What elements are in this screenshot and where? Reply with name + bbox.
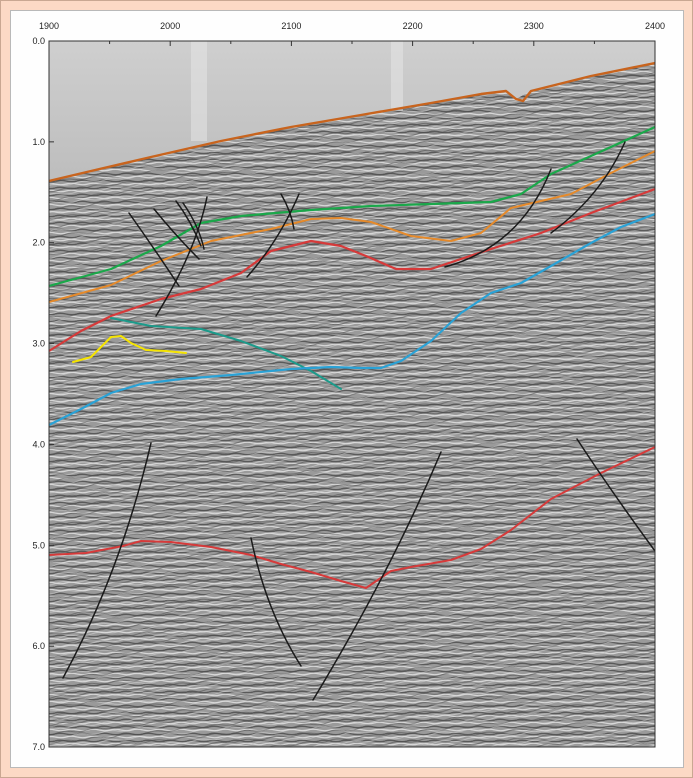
red-horizon-lower — [49, 446, 655, 589]
fault-line — [576, 438, 655, 552]
faults — [62, 141, 655, 701]
x-tick-label: 2000 — [160, 21, 180, 31]
fault-line — [444, 168, 552, 268]
fault-line — [128, 212, 180, 287]
x-axis: 1900 2000 2100 2200 2300 2400 — [39, 21, 665, 46]
y-tick-label: 5.0 — [32, 540, 45, 550]
x-tick-label: 2300 — [524, 21, 544, 31]
y-tick-label: 1.0 — [32, 137, 45, 147]
teal-horizon — [110, 317, 342, 390]
fault-line — [250, 537, 302, 667]
x-tick-label: 2400 — [645, 21, 665, 31]
fault-line — [246, 193, 300, 278]
yellow-horizon — [72, 335, 187, 363]
y-tick-label: 4.0 — [32, 439, 45, 449]
blue-horizon — [49, 212, 655, 427]
red-horizon-upper — [49, 187, 655, 353]
fault-line — [280, 193, 295, 230]
seismic-section: 1900 2000 2100 2200 2300 2400 0.0 1.0 2.0 3.0 4.0… — [32, 21, 665, 752]
y-tick-label: 2.0 — [32, 238, 45, 248]
y-tick-label: 6.0 — [32, 641, 45, 651]
x-tick-label: 2200 — [403, 21, 423, 31]
x-tick-label: 2100 — [281, 21, 301, 31]
y-tick-label: 7.0 — [32, 742, 45, 752]
fault-line — [153, 208, 200, 260]
seafloor-horizon — [49, 61, 655, 183]
seismic-image — [49, 41, 655, 747]
fault-line — [62, 442, 152, 679]
y-axis: 0.0 1.0 2.0 3.0 4.0 5.0 6.0 7.0 — [32, 36, 54, 752]
x-tick-label: 1900 — [39, 21, 59, 31]
fault-line — [312, 451, 442, 701]
orange-horizon — [49, 150, 655, 303]
fault-line — [182, 202, 205, 250]
fault-line — [550, 141, 626, 234]
green-horizon — [49, 125, 655, 288]
figure-panel: 1900 2000 2100 2200 2300 2400 0.0 1.0 2.0 3.0 4.0… — [10, 10, 684, 768]
fault-line — [155, 196, 208, 317]
y-tick-label: 3.0 — [32, 339, 45, 349]
fault-line — [175, 200, 202, 247]
y-tick-label: 0.0 — [32, 36, 45, 46]
